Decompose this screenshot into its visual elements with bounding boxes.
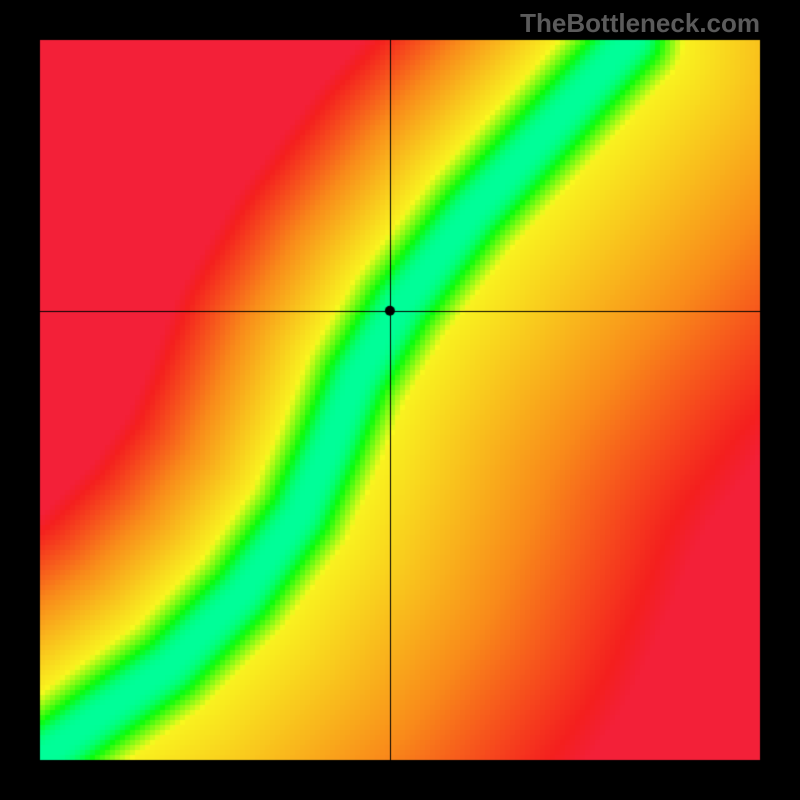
watermark-text: TheBottleneck.com	[520, 8, 760, 39]
chart-container: TheBottleneck.com	[0, 0, 800, 800]
heatmap-canvas	[0, 0, 800, 800]
